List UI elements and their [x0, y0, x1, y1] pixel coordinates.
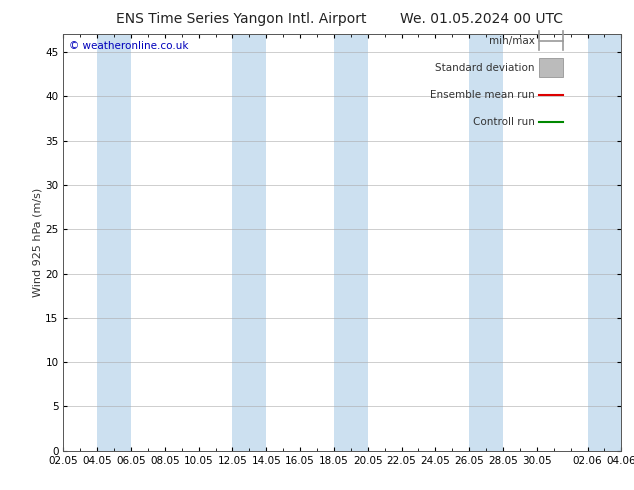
Text: Controll run: Controll run	[473, 117, 535, 127]
Text: Ensemble mean run: Ensemble mean run	[430, 90, 535, 99]
Bar	[97, 34, 131, 451]
Bar	[469, 34, 503, 451]
Bar	[334, 34, 368, 451]
Text: Standard deviation: Standard deviation	[436, 63, 535, 73]
Text: min/max: min/max	[489, 36, 535, 46]
Text: We. 01.05.2024 00 UTC: We. 01.05.2024 00 UTC	[400, 12, 564, 26]
Bar	[588, 34, 621, 451]
Text: © weatheronline.co.uk: © weatheronline.co.uk	[69, 41, 188, 50]
Y-axis label: Wind 925 hPa (m/s): Wind 925 hPa (m/s)	[32, 188, 42, 297]
Text: ENS Time Series Yangon Intl. Airport: ENS Time Series Yangon Intl. Airport	[115, 12, 366, 26]
Bar	[539, 58, 563, 77]
Bar	[233, 34, 266, 451]
